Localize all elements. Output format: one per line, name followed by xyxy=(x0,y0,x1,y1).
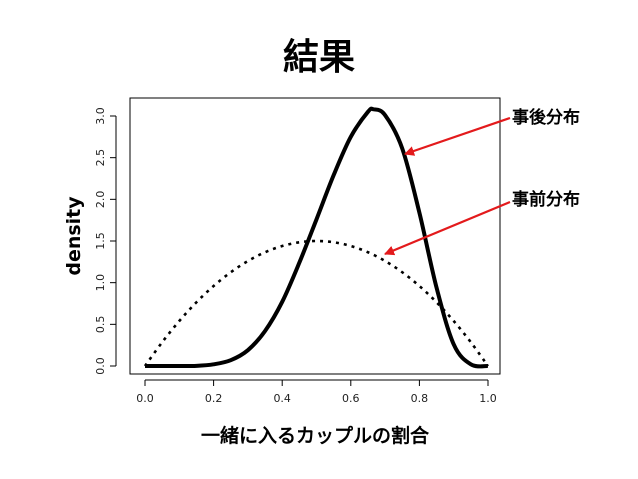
x-tick-label: 0.6 xyxy=(342,392,360,405)
x-tick-label: 0.2 xyxy=(205,392,223,405)
x-tick-label: 1.0 xyxy=(479,392,497,405)
y-tick-label: 1.5 xyxy=(94,232,107,250)
x-tick-label: 0.0 xyxy=(136,392,154,405)
prior-arrow xyxy=(384,200,511,256)
x-axis-label: 一緒に入るカップルの割合 xyxy=(201,424,430,447)
series-layer xyxy=(143,106,490,369)
y-tick-label: 0.5 xyxy=(94,316,107,334)
y-axis-label: density xyxy=(63,196,85,276)
posterior-annotation-label: 事後分布 xyxy=(512,108,580,128)
x-tick-label: 0.8 xyxy=(411,392,429,405)
y-tick-label: 0.0 xyxy=(94,357,107,375)
posterior-density-line xyxy=(145,106,489,369)
plot-frame xyxy=(129,97,501,375)
y-tick-label: 2.5 xyxy=(94,149,107,167)
prior-density-line xyxy=(143,239,490,367)
prior-annotation-label: 事前分布 xyxy=(512,190,580,210)
y-axis: 0.0 0.5 1.0 1.5 2.0 2.5 3.0 xyxy=(94,107,117,375)
y-tick-label: 3.0 xyxy=(94,107,107,125)
y-tick-label: 2.0 xyxy=(94,191,107,209)
posterior-arrow xyxy=(404,116,511,156)
page-title: 結果 xyxy=(282,37,355,78)
x-tick-label: 0.4 xyxy=(273,392,291,405)
y-tick-label: 1.0 xyxy=(94,274,107,292)
x-axis: 0.0 0.2 0.4 0.6 0.8 1.0 xyxy=(136,379,497,405)
